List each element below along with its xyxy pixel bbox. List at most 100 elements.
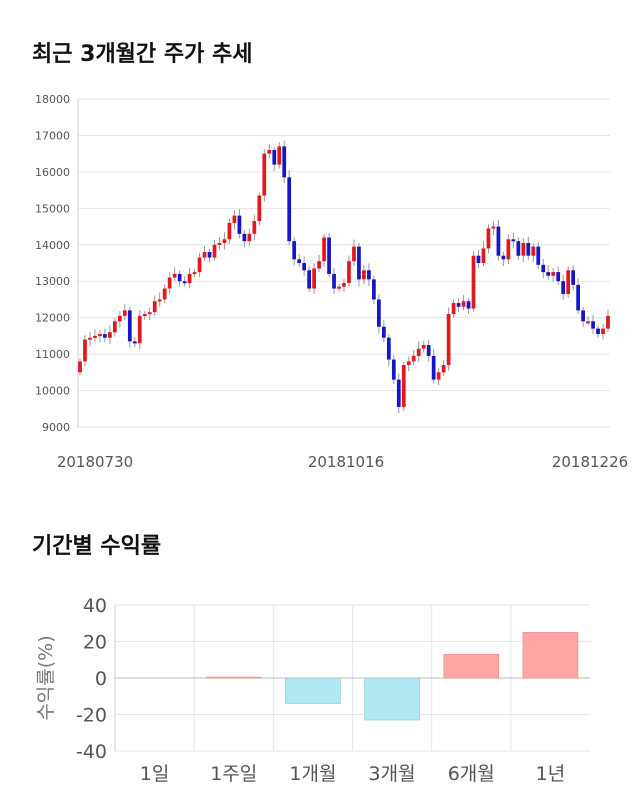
candle-up [117, 315, 122, 322]
x-tick-label: 20181226 [552, 453, 628, 471]
candle-up [88, 337, 92, 340]
candle-up [481, 248, 486, 263]
candle-down [302, 263, 307, 271]
candle-down [596, 328, 600, 335]
candle-up [521, 242, 526, 256]
candle-up [197, 257, 202, 273]
candle-down [297, 259, 302, 263]
x-tick-label: 6개월 [448, 763, 495, 785]
y-tick-label: 15000 [35, 202, 70, 215]
candle-up [506, 239, 511, 260]
candle-down [177, 273, 182, 282]
y-tick-label: 10000 [35, 385, 70, 398]
candle-up [93, 335, 97, 338]
candle-down [391, 359, 396, 380]
candle-up [267, 150, 272, 154]
y-axis-label: 수익률(%) [35, 635, 57, 720]
candle-up [232, 215, 237, 223]
candle-up [411, 355, 416, 362]
bar-5 [522, 632, 579, 679]
candle-down [591, 321, 595, 329]
candle-up [162, 288, 167, 300]
y-tick-label: 12000 [35, 312, 70, 325]
candle-down [307, 270, 311, 289]
y-tick-label: -20 [76, 705, 107, 727]
candle-down [367, 270, 371, 280]
candle-up [401, 365, 406, 407]
x-tick-label: 20180730 [57, 453, 133, 471]
candle-up [352, 246, 356, 262]
candle-down [511, 239, 516, 242]
candle-up [108, 332, 112, 338]
candle-down [207, 252, 212, 258]
candle-up [83, 339, 87, 362]
y-tick-label: 18000 [35, 93, 70, 106]
candle-up [312, 268, 316, 289]
candle-up [416, 348, 421, 356]
y-tick-label: 14000 [35, 239, 70, 252]
candle-up [137, 315, 142, 344]
candle-up [421, 345, 426, 349]
candle-up [152, 301, 157, 313]
candle-up [436, 372, 441, 380]
candle-up [262, 153, 267, 196]
candle-down [332, 273, 336, 289]
bar-1 [205, 676, 262, 679]
candle-up [167, 277, 172, 289]
x-tick-label: 1년 [536, 763, 566, 785]
candle-down [431, 355, 436, 380]
candle-down [282, 146, 287, 178]
period-return-title: 기간별 수익률 [32, 534, 162, 559]
bar-3 [364, 677, 420, 721]
candle-down [466, 301, 471, 309]
candle-down [426, 345, 431, 356]
y-tick-label: -40 [76, 741, 107, 763]
candle-up [202, 252, 207, 258]
candle-down [372, 279, 376, 300]
candle-down [127, 310, 132, 342]
candle-up [406, 361, 411, 366]
candle-up [446, 314, 451, 366]
stock-trend-title: 최근 3개월간 주가 추세 [32, 42, 253, 67]
candle-down [501, 255, 506, 260]
candle-up [471, 255, 476, 309]
candle-down [237, 215, 242, 234]
x-tick-label: 1개월 [289, 763, 336, 785]
candle-up [122, 310, 127, 316]
candle-up [601, 328, 605, 335]
candle-up [247, 233, 252, 242]
candle-down [561, 281, 566, 294]
candle-down [357, 246, 361, 280]
candle-up [342, 283, 346, 287]
candlestick-chart: 18000 17000 16000 15000 14000 13000 12000 11000… [35, 93, 628, 471]
candle-down [182, 281, 187, 284]
candle-up [486, 228, 491, 249]
candle-down [132, 341, 137, 344]
candle-up [257, 195, 262, 222]
candle-up [252, 221, 257, 234]
x-tick-label: 1주일 [210, 763, 257, 785]
candle-down [536, 246, 541, 265]
candle-down [496, 226, 501, 256]
candle-down [272, 150, 277, 165]
candle-up [98, 334, 102, 337]
y-tick-label: 11000 [35, 348, 70, 361]
y-tick-label: 17000 [35, 129, 70, 142]
candle-up [142, 314, 147, 317]
candle-up [172, 273, 177, 278]
candle-down [377, 299, 381, 327]
candle-up [78, 361, 82, 373]
candle-down [546, 272, 551, 276]
candle-down [381, 326, 386, 338]
candle-up [212, 244, 217, 258]
candle-up [277, 146, 282, 165]
y-tick-label: 9000 [42, 421, 70, 434]
x-tick-label: 3개월 [369, 763, 416, 785]
candle-down [386, 337, 391, 360]
candle-up [362, 270, 366, 280]
candle-down [516, 241, 521, 256]
candle-up [337, 286, 341, 289]
candle-up [113, 321, 117, 333]
candle-down [456, 303, 461, 307]
candle-down [287, 177, 292, 242]
